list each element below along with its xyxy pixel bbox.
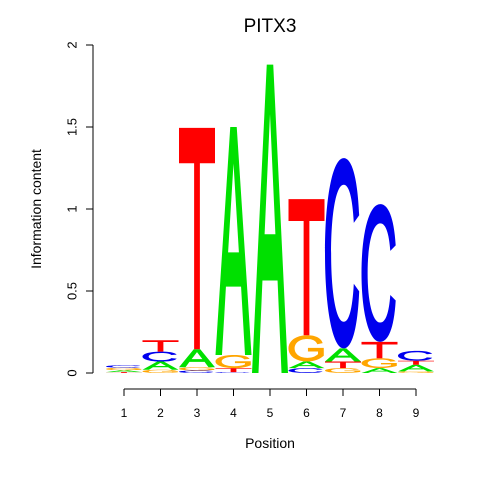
x-tick-label: 4 xyxy=(230,406,237,420)
letter-G xyxy=(325,368,361,373)
x-axis-label: Position xyxy=(245,435,295,451)
position-stack xyxy=(179,127,215,373)
position-stack xyxy=(325,158,361,373)
letter-C xyxy=(361,204,396,342)
letter-A xyxy=(325,348,361,362)
letter-T xyxy=(325,361,361,369)
x-axis: 1 2 3 4 5 6 7 8 9 xyxy=(121,388,420,420)
letter-T xyxy=(288,199,325,336)
letter-C xyxy=(215,372,250,373)
letter-A xyxy=(179,349,215,368)
x-tick-label: 2 xyxy=(157,406,164,420)
letter-G xyxy=(215,354,251,369)
position-stack xyxy=(215,127,252,373)
position-stack xyxy=(398,350,434,373)
letter-T xyxy=(361,341,398,359)
y-tick-label: 1 xyxy=(64,205,79,212)
letter-T xyxy=(106,372,142,373)
x-tick-label: 9 xyxy=(413,406,420,420)
x-tick-label: 7 xyxy=(340,406,347,420)
letter-C xyxy=(106,365,141,368)
letter-A xyxy=(398,364,434,372)
x-axis-ticks: 1 2 3 4 5 6 7 8 9 xyxy=(121,389,420,420)
position-stack xyxy=(142,340,179,373)
x-tick-label: 6 xyxy=(303,406,310,420)
position-stack xyxy=(106,365,142,373)
y-tick-label: 1.5 xyxy=(64,118,79,136)
position-stack xyxy=(288,199,325,373)
letter-G xyxy=(398,371,434,373)
letter-T xyxy=(398,360,434,365)
y-tick-label: 0 xyxy=(64,369,79,376)
letter-G xyxy=(361,358,397,369)
letter-stacks xyxy=(106,64,434,374)
position-stack xyxy=(252,64,288,374)
letter-C xyxy=(179,370,214,373)
letter-G xyxy=(106,367,142,371)
y-axis: 0 0.5 1 1.5 2 xyxy=(64,41,94,377)
y-axis-label: Information content xyxy=(28,149,44,269)
x-tick-label: 8 xyxy=(376,406,383,420)
y-tick-label: 0.5 xyxy=(64,282,79,300)
chart-title: PITX3 xyxy=(244,16,297,37)
letter-A xyxy=(106,370,142,373)
letter-G xyxy=(142,369,178,373)
letter-A xyxy=(361,368,398,373)
letter-G xyxy=(179,367,215,371)
x-tick-label: 1 xyxy=(121,406,128,420)
letter-T xyxy=(215,368,252,373)
letter-C xyxy=(142,351,177,362)
letter-C xyxy=(325,158,360,349)
letter-T xyxy=(179,127,215,350)
y-axis-ticks: 0 0.5 1 1.5 2 xyxy=(64,41,93,377)
letter-C xyxy=(398,350,433,361)
y-tick-label: 2 xyxy=(64,41,79,48)
letter-A xyxy=(215,127,252,355)
letter-C xyxy=(288,368,323,373)
x-tick-label: 5 xyxy=(267,406,274,420)
letter-A xyxy=(142,361,179,370)
letter-T xyxy=(142,340,179,352)
letter-A xyxy=(252,64,288,374)
position-stack xyxy=(361,204,398,373)
letter-G xyxy=(288,335,324,362)
letter-A xyxy=(288,361,325,369)
x-tick-label: 3 xyxy=(194,406,201,420)
